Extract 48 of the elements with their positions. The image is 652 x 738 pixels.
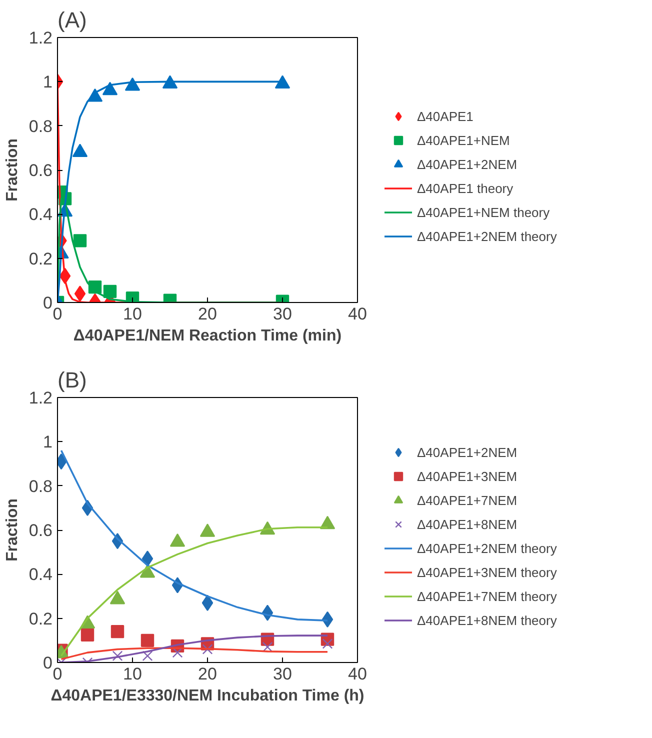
x-tick-label: 40 [348, 664, 367, 684]
point [140, 634, 154, 648]
legend-label: Δ40APE1+2NEM theory [417, 228, 557, 244]
x-tick-label: 20 [198, 664, 217, 684]
x-tick-label: 20 [198, 304, 217, 324]
legend-label: Δ40APE1+8NEM [417, 516, 518, 532]
y-tick-label: 0.8 [28, 116, 53, 136]
chart-title: (A) [58, 8, 87, 32]
x-axis-title: Δ40APE1/E3330/NEM Incubation Time (h) [50, 688, 364, 704]
y-axis-title: Fraction [4, 138, 21, 202]
y-tick-label: 0.6 [28, 161, 53, 180]
x-axis-title: Δ40APE1/NEM Reaction Time (min) [73, 328, 342, 344]
x-tick-label: 40 [348, 304, 367, 324]
y-axis-title: Fraction [4, 498, 21, 562]
y-tick-label: 0.2 [28, 609, 53, 628]
point [112, 650, 123, 662]
y-tick-label: 0.8 [28, 476, 53, 496]
legend-label: Δ40APE1+7NEM theory [417, 588, 557, 604]
y-tick-label: 0.2 [28, 249, 53, 268]
y-tick-label: 1.2 [28, 28, 53, 48]
point [262, 642, 273, 652]
legend-label: Δ40APE1+2NEM [417, 156, 518, 172]
legend-label: Δ40APE1+2NEM [417, 444, 518, 460]
x-tick-label: 10 [123, 304, 142, 324]
y-tick-label: 1 [43, 72, 53, 92]
x-tick-label: 10 [123, 664, 142, 684]
y-tick-label: 1 [43, 432, 53, 452]
legend-label: Δ40APE1+NEM [417, 132, 510, 148]
legend-label: Δ40APE1 [417, 108, 474, 124]
legend-label: Δ40APE1+3NEM [417, 468, 518, 484]
point [322, 638, 333, 649]
point [80, 628, 94, 642]
chart-title: (B) [58, 368, 87, 392]
legend-label: Δ40APE1+8NEM theory [417, 612, 557, 628]
legend-label: Δ40APE1+NEM theory [417, 204, 550, 220]
y-tick-label: 0.4 [28, 205, 53, 224]
y-tick-label: 0.6 [28, 521, 53, 540]
point [202, 594, 214, 611]
x-tick-label: 30 [273, 664, 292, 684]
legend-label: Δ40APE1+2NEM theory [417, 540, 557, 556]
legend-label: Δ40APE1+3NEM theory [417, 564, 557, 580]
y-tick-label: 1.2 [28, 388, 53, 408]
y-tick-label: 0.4 [28, 565, 53, 584]
legend-label: Δ40APE1+7NEM [417, 492, 518, 508]
point [202, 644, 213, 654]
x-tick-label: 30 [273, 304, 292, 324]
legend-label: Δ40APE1 theory [417, 180, 514, 196]
point [110, 624, 124, 638]
